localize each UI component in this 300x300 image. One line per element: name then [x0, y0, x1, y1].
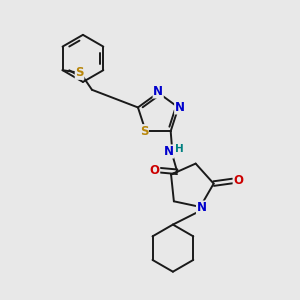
Text: O: O: [233, 175, 243, 188]
Text: N: N: [164, 145, 173, 158]
Text: N: N: [196, 201, 206, 214]
Text: S: S: [140, 125, 148, 138]
Text: O: O: [150, 164, 160, 177]
Text: N: N: [153, 85, 163, 98]
Text: H: H: [175, 144, 184, 154]
Text: N: N: [175, 101, 185, 114]
Text: S: S: [75, 66, 84, 79]
